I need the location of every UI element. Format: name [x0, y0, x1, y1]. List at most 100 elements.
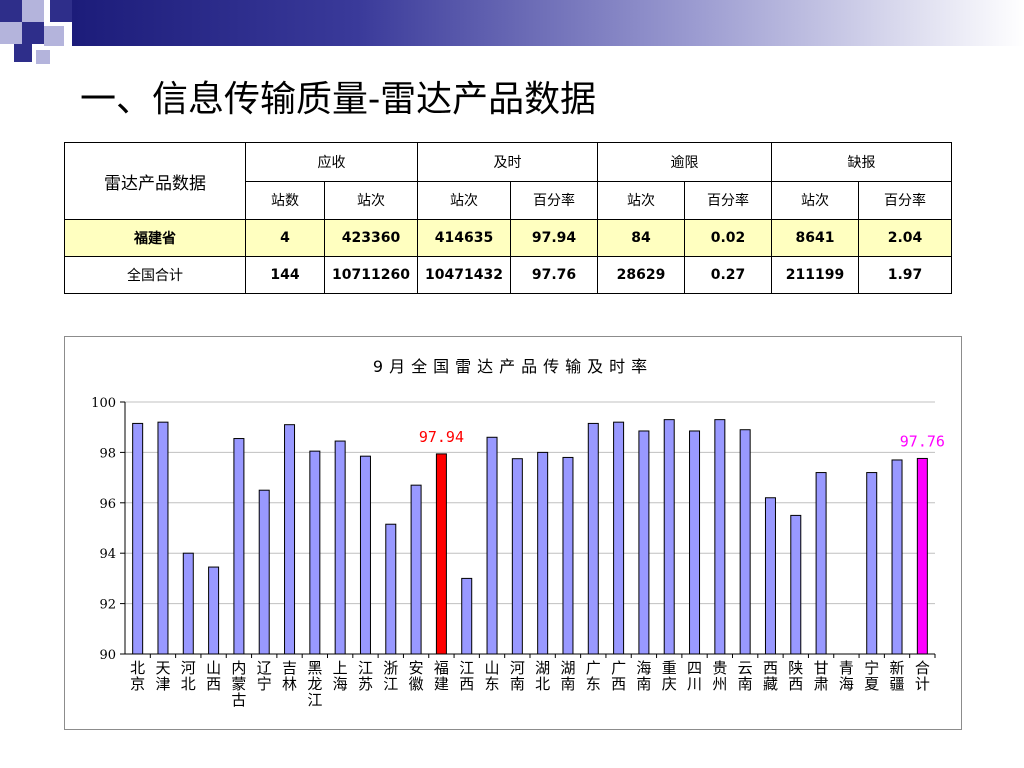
table-cell: 97.94 — [510, 219, 598, 257]
x-tick-label: 云南 — [738, 659, 753, 693]
bar — [638, 430, 650, 655]
bar — [258, 489, 270, 655]
title-gradient-bar — [72, 0, 1024, 46]
table-header-row: 雷达产品数据 应收 及时 逾限 缺报 — [64, 142, 952, 220]
x-tick-label: 合计 — [915, 659, 930, 693]
bar — [208, 566, 220, 655]
slide-title: 一、信息传输质量-雷达产品数据 — [80, 79, 597, 120]
bar — [916, 457, 928, 655]
bar — [132, 422, 144, 655]
deco-square — [50, 0, 72, 22]
table-row: 全国合计 144 10711260 10471432 97.76 28629 0… — [64, 256, 952, 294]
bar — [587, 422, 599, 655]
x-tick-label: 北京 — [130, 659, 145, 693]
bar — [739, 429, 751, 655]
x-tick-label: 宁夏 — [864, 659, 879, 693]
bar — [157, 421, 169, 655]
x-tick-label: 陕西 — [788, 659, 803, 693]
x-tick-label: 辽宁 — [257, 659, 272, 693]
bar — [764, 497, 776, 655]
deco-square — [36, 50, 50, 64]
x-tick-label: 西藏 — [763, 659, 778, 693]
table-cell: 423360 — [324, 219, 418, 257]
deco-square — [14, 44, 32, 62]
y-tick-label: 96 — [99, 497, 116, 512]
subheader-cell: 站次 — [324, 180, 418, 220]
bar — [714, 419, 726, 655]
x-tick-label: 上海 — [333, 659, 348, 693]
x-tick-label: 海南 — [636, 659, 651, 693]
table-cell: 2.04 — [858, 219, 952, 257]
table-subheader-row: 站数 站次 站次 百分率 站次 百分率 站次 百分率 — [65, 180, 952, 220]
table-row: 福建省 4 423360 414635 97.94 84 0.02 8641 2… — [64, 219, 952, 257]
table-cell: 0.27 — [684, 256, 772, 294]
bar — [562, 456, 574, 655]
row-header-cell: 雷达产品数据 — [64, 142, 246, 220]
group-header: 及时 — [417, 142, 598, 182]
subheader-cell: 站次 — [597, 180, 685, 220]
bar — [182, 552, 194, 655]
bar — [537, 451, 549, 655]
x-tick-label: 河北 — [181, 659, 196, 693]
x-tick-label: 安徽 — [409, 659, 424, 693]
data-label: 97.76 — [900, 432, 945, 450]
x-tick-label: 江苏 — [358, 659, 373, 693]
x-tick-label: 广西 — [611, 659, 626, 693]
bar — [385, 523, 397, 655]
x-tick-label: 黑龙江 — [307, 659, 322, 709]
y-tick-label: 98 — [99, 446, 116, 461]
bar — [359, 455, 371, 655]
deco-square — [22, 0, 44, 22]
row-name: 全国合计 — [64, 256, 246, 294]
chart-title: 9月全国雷达产品传输及时率 — [372, 357, 654, 376]
bar — [511, 458, 523, 655]
table-cell: 28629 — [597, 256, 685, 294]
x-tick-label: 湖北 — [535, 659, 550, 693]
group-header: 应收 — [245, 142, 418, 182]
x-tick-label: 浙江 — [383, 659, 398, 693]
subheader-cell: 站数 — [245, 180, 325, 220]
table-cell: 211199 — [771, 256, 859, 294]
table-cell: 97.76 — [510, 256, 598, 294]
subheader-cell: 百分率 — [510, 180, 598, 220]
group-header: 缺报 — [771, 142, 952, 182]
x-tick-label: 青海 — [839, 659, 854, 693]
bar — [284, 424, 296, 655]
y-tick-label: 90 — [99, 648, 116, 663]
bar — [309, 450, 321, 655]
group-header: 逾限 — [597, 142, 772, 182]
bar — [891, 459, 903, 655]
bar — [663, 419, 675, 655]
x-tick-label: 江西 — [459, 659, 474, 693]
radar-data-table: 雷达产品数据 应收 及时 逾限 缺报 站数 站次 站次 百分率 站次 百分率 站… — [64, 142, 952, 294]
x-tick-label: 贵州 — [712, 659, 727, 693]
table-cell: 1.97 — [858, 256, 952, 294]
subheader-cell: 站次 — [771, 180, 859, 220]
y-tick-label: 100 — [91, 396, 116, 411]
x-tick-label: 湖南 — [560, 659, 575, 693]
table-cell: 144 — [245, 256, 325, 294]
bar — [613, 421, 625, 655]
subheader-cell: 站次 — [417, 180, 511, 220]
x-tick-label: 甘肃 — [814, 659, 829, 693]
bar — [435, 453, 447, 655]
subheader-cell: 百分率 — [684, 180, 772, 220]
x-tick-label: 内蒙古 — [231, 659, 246, 709]
bar — [790, 514, 802, 655]
x-tick-label: 河南 — [510, 659, 525, 693]
bar — [233, 438, 245, 655]
chart-container: 9月全国雷达产品传输及时率 90 92 94 96 98 100 北京 天津 河北 山西 内蒙古 辽宁… — [64, 336, 962, 730]
x-tick-label: 天津 — [155, 659, 170, 693]
y-tick-label: 92 — [99, 598, 116, 613]
table-cell: 84 — [597, 219, 685, 257]
bar — [410, 484, 422, 655]
deco-square — [22, 22, 44, 44]
bar — [486, 436, 498, 655]
table-cell: 10711260 — [324, 256, 418, 294]
row-name: 福建省 — [64, 219, 246, 257]
bar — [689, 430, 701, 655]
table-cell: 8641 — [771, 219, 859, 257]
x-tick-label: 重庆 — [662, 659, 677, 693]
bar — [815, 472, 827, 655]
bar — [866, 472, 878, 655]
